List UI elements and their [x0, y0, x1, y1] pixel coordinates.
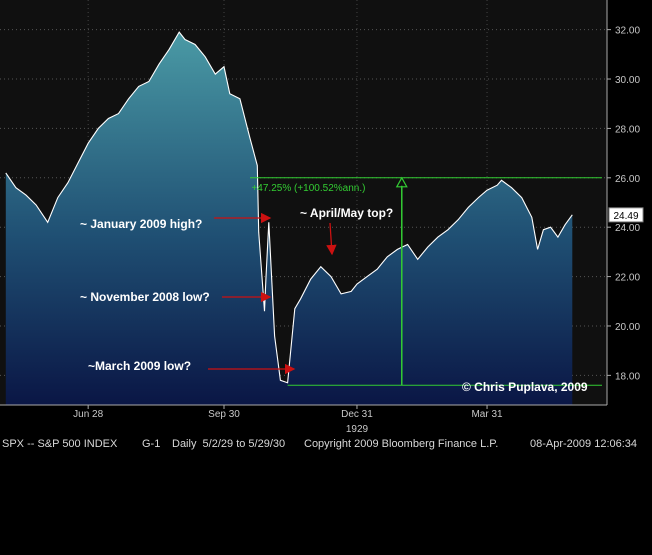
chart-window: +47.25% (+100.52%ann.) 24.49 ~ January 200…	[0, 0, 652, 453]
projection-arrow-head	[395, 176, 408, 188]
watermark-text: © Chris Puplava, 2009	[462, 380, 588, 394]
y-tick-label: 20.00	[615, 322, 640, 333]
x-year-label: 1929	[346, 424, 369, 435]
last-value-text: 24.49	[613, 211, 638, 222]
annotation-label: ~ January 2009 high?	[80, 217, 202, 231]
page-label: G-1	[142, 438, 161, 450]
date-range: Daily 5/2/29 to 5/29/30	[172, 438, 286, 450]
series-layer	[5, 31, 573, 405]
annotation-arrow	[326, 222, 337, 256]
annotation-label: ~ April/May top?	[300, 206, 393, 220]
y-axis: 18.00 20.00 22.00 24.00 26.00 28.00 30.00 32.00	[606, 0, 640, 405]
status-bar: SPX -- S&P 500 INDEX G-1 Daily 5/2/29 to…	[0, 436, 652, 453]
price-area	[5, 32, 573, 405]
x-tick-label: Jun 28	[73, 409, 103, 420]
price-chart: +47.25% (+100.52%ann.) 24.49 ~ January 200…	[0, 0, 644, 435]
annotation-label: ~ November 2008 low?	[80, 290, 210, 304]
last-value-badge	[608, 207, 644, 223]
y-tick-label: 30.00	[615, 75, 640, 86]
x-tick-label: Mar 31	[471, 409, 503, 420]
annotation-label: ~March 2009 low?	[88, 359, 191, 373]
projection-label: +47.25% (+100.52%ann.)	[251, 183, 365, 194]
y-tick-label: 26.00	[615, 174, 640, 185]
copyright-text: Copyright 2009 Bloomberg Finance L.P.	[304, 438, 499, 450]
x-tick-label: Dec 31	[341, 409, 373, 420]
y-tick-label: 22.00	[615, 273, 640, 284]
y-tick-label: 28.00	[615, 124, 640, 135]
x-tick-label: Sep 30	[208, 409, 240, 420]
y-tick-label: 32.00	[615, 26, 640, 37]
price-line	[5, 31, 573, 384]
timestamp: 08-Apr-2009 12:06:34	[530, 438, 638, 450]
ticker-label: SPX -- S&P 500 INDEX	[2, 438, 118, 450]
y-tick-label: 18.00	[615, 371, 640, 382]
y-tick-label: 24.00	[615, 223, 640, 234]
overlay-layer: +47.25% (+100.52%ann.) 24.49 ~ January 200…	[80, 176, 644, 394]
x-axis: Jun 28 Sep 30 Dec 31 Mar 31 1929	[0, 404, 607, 435]
